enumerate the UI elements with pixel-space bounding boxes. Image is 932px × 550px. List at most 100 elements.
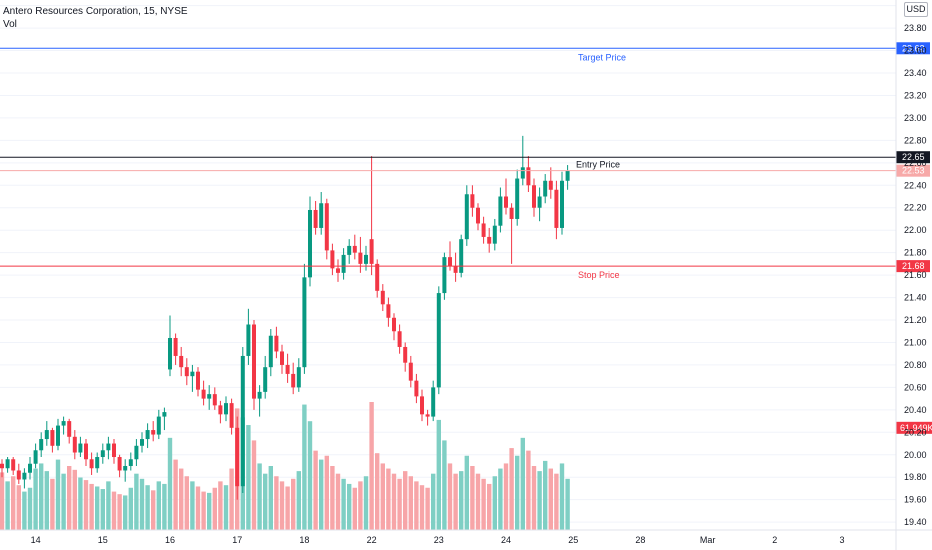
volume-bar xyxy=(330,466,335,530)
candle-body xyxy=(156,416,161,435)
candle-body xyxy=(123,465,128,471)
volume-bar xyxy=(503,463,509,530)
volume-bar xyxy=(263,473,268,530)
price-level-label: Entry Price xyxy=(576,160,620,170)
candle-body xyxy=(168,337,172,370)
volume-bar xyxy=(431,473,436,530)
candle-body xyxy=(33,450,38,464)
volume-bar xyxy=(11,476,16,530)
candle-body xyxy=(526,167,531,186)
volume-bar xyxy=(447,463,453,530)
volume-bar xyxy=(67,466,72,530)
time-tick-label: 17 xyxy=(232,535,242,545)
candle-body xyxy=(448,257,452,267)
chart-title: Antero Resources Corporation, 15, NYSE xyxy=(3,6,188,17)
candle-body xyxy=(61,421,66,426)
time-tick-label: 16 xyxy=(165,535,175,545)
candle-body xyxy=(504,196,508,208)
volume-bar xyxy=(246,425,251,530)
volume-bar xyxy=(291,478,296,530)
candle-body xyxy=(11,459,16,471)
price-level-badge-text: 23.62 xyxy=(902,43,925,53)
volume-bar xyxy=(375,453,380,530)
candle-body xyxy=(179,355,184,368)
volume-bar xyxy=(50,478,55,530)
volume-bar xyxy=(223,485,229,530)
candle-body xyxy=(106,443,111,451)
candle-body xyxy=(548,180,553,190)
volume-bar xyxy=(257,463,262,530)
volume-bar xyxy=(27,487,33,530)
time-tick-label: Mar xyxy=(700,535,716,545)
volume-bar xyxy=(184,476,189,530)
candle-body xyxy=(257,391,262,399)
currency-button[interactable]: USD xyxy=(904,2,928,17)
time-axis[interactable]: 14 15 16 17 18 22 23 24 25 28 Mar 2 3 xyxy=(0,529,932,545)
price-tick-label: 22.20 xyxy=(904,203,927,213)
volume-bar xyxy=(319,459,324,530)
candle-body xyxy=(5,459,10,469)
price-tick-label: 19.60 xyxy=(904,495,927,505)
volume-bar xyxy=(139,478,145,530)
volume-bar xyxy=(117,494,122,530)
candle-body xyxy=(476,207,480,224)
time-tick-label: 28 xyxy=(635,535,645,545)
volume-bar xyxy=(436,419,441,530)
price-axis[interactable]: 20.00 20.20 20.40 20.60 20.80 21.00 21.20 21.40… xyxy=(895,0,927,550)
volume-bar xyxy=(173,459,178,530)
volume-bar xyxy=(123,495,128,530)
volume-bar xyxy=(268,466,273,530)
candle-body xyxy=(380,290,385,305)
volume-bar xyxy=(363,476,369,530)
time-tick-label: 18 xyxy=(299,535,309,545)
candle-body xyxy=(330,250,335,269)
volume-bar xyxy=(520,437,525,530)
price-level-badge-text: 21.68 xyxy=(902,261,925,271)
candle-body xyxy=(229,403,234,428)
candle-body xyxy=(224,403,228,415)
candle-body xyxy=(420,396,424,415)
chart-grid xyxy=(0,5,896,523)
candle-body xyxy=(543,180,548,197)
candle-body xyxy=(375,263,380,291)
candle-body xyxy=(308,209,312,278)
candle-body xyxy=(442,257,447,294)
price-level-badge-text: 22.53 xyxy=(902,166,925,176)
candle-body xyxy=(565,170,570,181)
candle-body xyxy=(84,443,88,460)
price-level-label: Stop Price xyxy=(578,270,620,280)
volume-bar xyxy=(554,473,559,530)
volume-bar xyxy=(78,477,83,530)
candle-body xyxy=(492,225,497,244)
volume-bar xyxy=(251,440,257,530)
candle-body xyxy=(352,245,357,253)
candle-body xyxy=(235,427,240,487)
volume-bar xyxy=(61,473,66,530)
price-tick-label: 23.00 xyxy=(904,113,927,123)
volume-bar xyxy=(89,483,94,530)
candle-body xyxy=(336,268,340,273)
price-level-badge-text: 22.65 xyxy=(902,152,925,162)
candle-body xyxy=(403,346,408,363)
candle-body xyxy=(487,236,492,244)
volume-bar xyxy=(22,491,27,530)
volume-bar xyxy=(358,481,363,530)
volume-bar xyxy=(347,483,352,530)
price-tick-label: 22.80 xyxy=(904,135,927,145)
price-tick-label: 21.20 xyxy=(904,315,927,325)
candle-body xyxy=(95,457,100,469)
volume-bar xyxy=(313,450,318,530)
price-level-badge xyxy=(896,164,930,177)
candle-body xyxy=(72,436,77,453)
volume-bar xyxy=(548,468,553,530)
volume-bar xyxy=(16,485,21,530)
candle-body xyxy=(117,457,122,471)
volume-bar xyxy=(425,487,430,530)
volume-bar xyxy=(44,471,49,530)
volume-bar xyxy=(218,481,223,530)
volume-bar xyxy=(72,469,77,530)
candle-body xyxy=(39,439,44,451)
candle-body xyxy=(341,254,346,273)
price-tick-label: 23.60 xyxy=(904,46,927,56)
